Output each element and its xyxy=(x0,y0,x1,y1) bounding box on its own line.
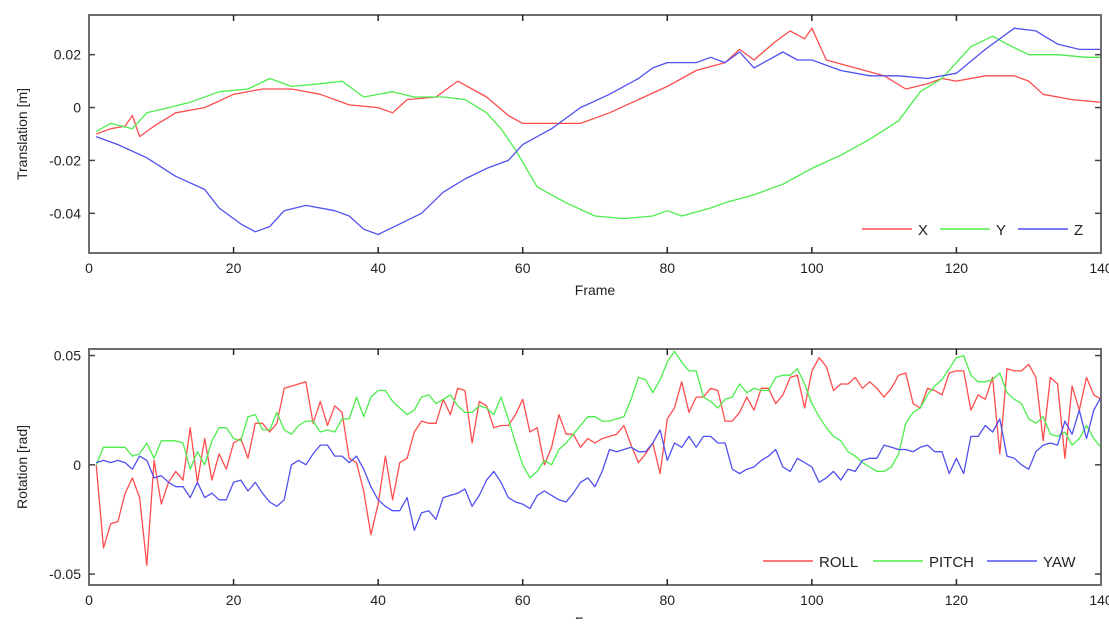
legend: X Y Z xyxy=(862,222,1083,239)
x-tick-label: 100 xyxy=(800,260,824,276)
x-tick-label: 80 xyxy=(659,260,675,276)
series-line-x xyxy=(95,27,1102,138)
y-tick-label: 0 xyxy=(73,457,81,473)
series-line-z xyxy=(95,27,1101,236)
y-tick-label: -0.05 xyxy=(49,566,81,582)
x-tick-label: 120 xyxy=(945,592,969,608)
x-tick-label: 40 xyxy=(370,260,386,276)
legend-label-yaw: YAW xyxy=(1043,554,1076,571)
y-axis-label: Rotation [rad] xyxy=(14,425,30,509)
x-tick-label: 100 xyxy=(800,592,824,608)
y-tick-label: -0.02 xyxy=(49,152,81,168)
x-tick-label: 40 xyxy=(370,592,386,608)
x-tick-label: 0 xyxy=(85,592,93,608)
y-tick-label: 0.02 xyxy=(54,47,81,63)
legend: ROLL PITCH YAW xyxy=(763,554,1076,571)
x-tick-label: 140 xyxy=(1089,260,1109,276)
x-tick-label: 20 xyxy=(226,260,242,276)
axes-box xyxy=(88,14,1102,254)
legend-label-x: X xyxy=(918,222,928,239)
series-line-y xyxy=(95,35,1101,220)
y-tick-label: 0.05 xyxy=(54,348,81,364)
axes-box xyxy=(88,348,1102,586)
legend-label-roll: ROLL xyxy=(819,554,858,571)
x-axis-label: Frame xyxy=(575,614,616,619)
legend-label-y: Y xyxy=(996,222,1006,239)
rotation-plot: 0204060801001201400.050-0.05FrameRotatio… xyxy=(14,348,1109,624)
translation-plot: 0 20 40 60 80 100 120 140 0.02 0 -0.02 -0.04 Frame Tr… xyxy=(14,14,1109,298)
x-tick-label: 60 xyxy=(515,592,531,608)
x-tick-label: 0 xyxy=(85,260,93,276)
series-line-pitch xyxy=(95,350,1102,479)
y-axis-label: Translation [m] xyxy=(14,88,30,180)
legend-label-pitch: PITCH xyxy=(929,554,974,571)
x-tick-label: 140 xyxy=(1089,592,1109,608)
x-tick-label: 80 xyxy=(659,592,675,608)
x-tick-label: 120 xyxy=(945,260,969,276)
series-line-yaw xyxy=(96,396,1102,532)
x-axis-label: Frame xyxy=(575,282,616,298)
series-line-roll xyxy=(95,357,1102,566)
x-tick-label: 20 xyxy=(226,592,242,608)
y-tick-label: -0.04 xyxy=(49,205,81,221)
y-tick-label: 0 xyxy=(73,100,81,116)
legend-label-z: Z xyxy=(1074,222,1083,239)
x-tick-label: 60 xyxy=(515,260,531,276)
